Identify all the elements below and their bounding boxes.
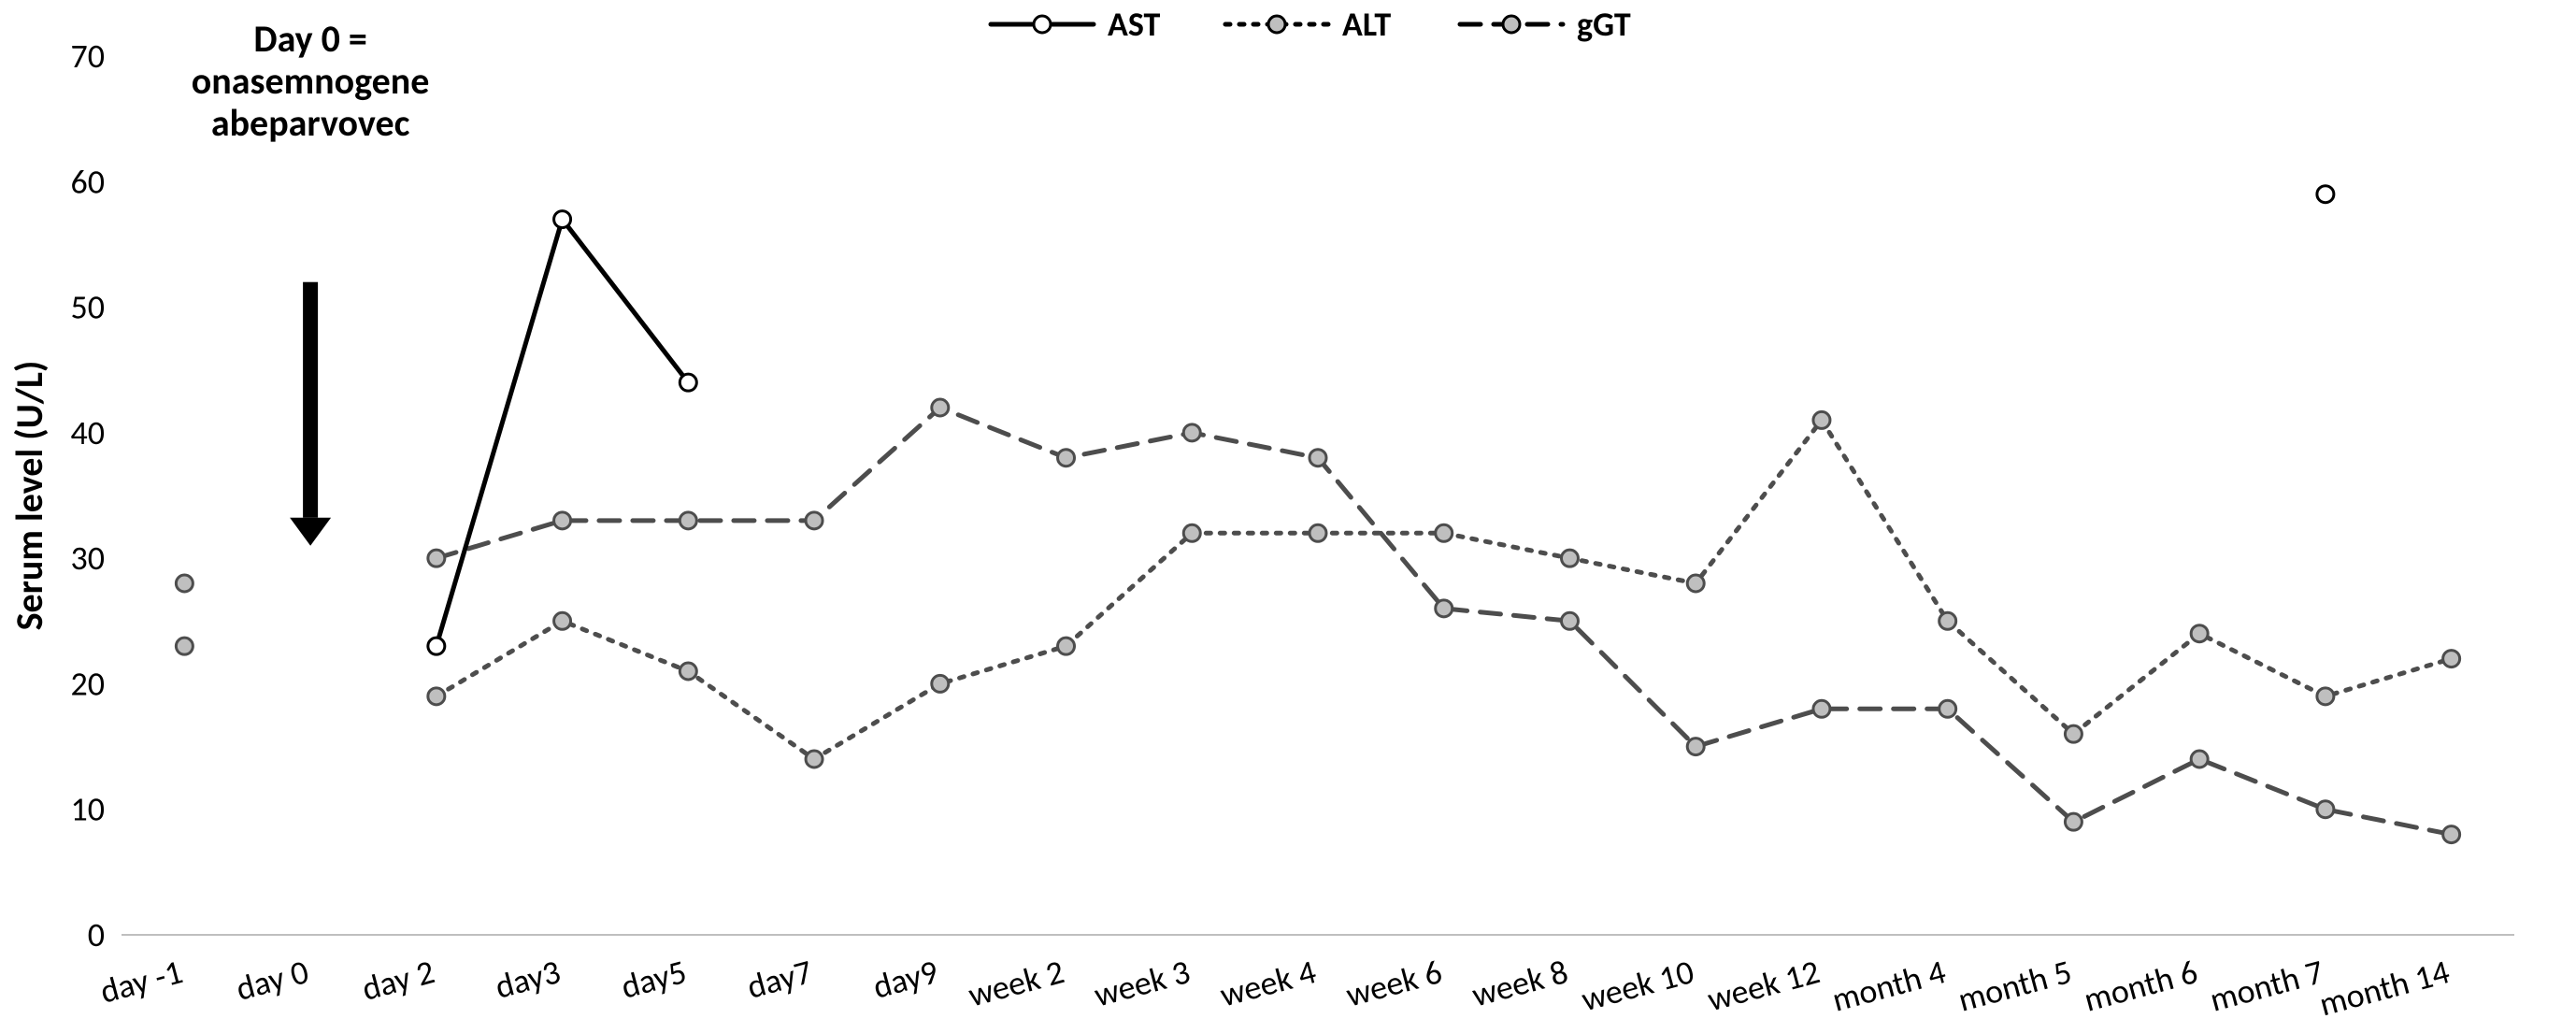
series-marker-ALT [1687, 575, 1704, 592]
series-marker-gGT [1436, 600, 1453, 617]
series-marker-gGT [1309, 450, 1326, 466]
y-axis-title: Serum level (U/L) [7, 361, 52, 631]
y-tick-label: 60 [71, 161, 106, 202]
x-tick-label: week 4 [1216, 951, 1321, 1015]
series-marker-ALT [1183, 524, 1200, 541]
legend-marker-gGT [1503, 16, 1520, 33]
series-marker-AST [554, 211, 571, 228]
chart-container: 0 10 20 30 40 50 60 70 Serum level (U/L) day -1 da… [0, 0, 2576, 1033]
x-tick-label: week 3 [1090, 951, 1195, 1015]
series-line-ALT [436, 420, 2452, 759]
x-tick-label: month 6 [2080, 951, 2202, 1021]
y-tick-label: 0 [88, 914, 105, 955]
series-marker-ALT [2065, 725, 2082, 742]
x-tick-label: week 6 [1341, 951, 1446, 1015]
x-tick-label: month 14 [2315, 951, 2454, 1025]
x-tick-label: week 8 [1467, 951, 1572, 1015]
series-marker-gGT [554, 512, 571, 529]
x-tick-label: week 2 [964, 951, 1068, 1015]
series-marker-gGT [2065, 813, 2082, 830]
series-line-AST [436, 220, 688, 647]
series-marker-gGT [2317, 801, 2334, 818]
x-tick-label: day9 [868, 951, 942, 1008]
legend: AST ALT gGT [991, 4, 1631, 45]
y-tick-label: 30 [71, 538, 106, 579]
series-marker-ALT [1436, 524, 1453, 541]
series-marker-ALT [1058, 638, 1075, 654]
annotation-line2: onasemnogene [192, 58, 430, 104]
legend-label-gGT: gGT [1577, 4, 1631, 45]
x-tick-label: day5 [617, 951, 691, 1008]
legend-label-AST: AST [1108, 4, 1160, 45]
series-marker-gGT [428, 550, 445, 567]
series-marker-gGT [176, 575, 193, 592]
series-marker-ALT [932, 675, 949, 692]
annotation-arrow-head [290, 518, 331, 546]
series-marker-gGT [2443, 826, 2460, 843]
x-tick-label: day 0 [232, 951, 313, 1010]
series-marker-gGT [680, 512, 696, 529]
series-marker-ALT [680, 663, 696, 680]
x-tick-label: week 10 [1577, 951, 1697, 1020]
series-marker-ALT [1813, 411, 1830, 428]
x-tick-label: month 4 [1827, 951, 1950, 1021]
y-tick-label: 10 [71, 789, 106, 830]
annotation-arrow-shaft [303, 282, 318, 518]
series-marker-ALT [2191, 625, 2208, 642]
legend-label-ALT: ALT [1342, 4, 1391, 45]
series-marker-AST [680, 374, 696, 391]
series-marker-gGT [1939, 700, 1956, 717]
series-marker-ALT [176, 638, 193, 654]
legend-marker-AST [1034, 16, 1051, 33]
x-tick-label: week 12 [1703, 951, 1824, 1020]
series-marker-ALT [554, 612, 571, 629]
series-line-gGT [436, 408, 2452, 835]
y-tick-label: 40 [71, 412, 106, 453]
series-marker-ALT [1309, 524, 1326, 541]
y-tick-label: 50 [71, 287, 106, 328]
series-marker-ALT [428, 688, 445, 705]
x-tick-label: day 2 [358, 951, 439, 1010]
series-marker-gGT [1058, 450, 1075, 466]
chart-svg: 0 10 20 30 40 50 60 70 Serum level (U/L) day -1 da… [0, 0, 2576, 1033]
series-marker-gGT [1183, 424, 1200, 441]
series-marker-gGT [1687, 739, 1704, 755]
x-tick-label: day -1 [95, 951, 187, 1012]
series-marker-gGT [1561, 612, 1578, 629]
annotation-line1: Day 0 = [253, 16, 366, 62]
series-marker-ALT [2443, 651, 2460, 667]
series-marker-ALT [1561, 550, 1578, 567]
x-tick-label: day3 [491, 951, 565, 1008]
series-marker-gGT [806, 512, 823, 529]
series-marker-AST [2317, 186, 2334, 203]
series-marker-ALT [2317, 688, 2334, 705]
y-tick-label: 70 [71, 36, 106, 77]
x-tick-label: month 5 [1953, 951, 2076, 1021]
series-marker-ALT [806, 751, 823, 768]
y-tick-label: 20 [71, 663, 106, 704]
series-marker-gGT [1813, 700, 1830, 717]
legend-marker-ALT [1268, 16, 1285, 33]
annotation-line3: abeparvovec [211, 100, 410, 146]
series-marker-AST [428, 638, 445, 654]
x-tick-label: month 7 [2206, 951, 2328, 1021]
series-marker-gGT [2191, 751, 2208, 768]
x-tick-label: day7 [743, 951, 817, 1008]
series-marker-gGT [932, 399, 949, 416]
series-marker-ALT [1939, 612, 1956, 629]
